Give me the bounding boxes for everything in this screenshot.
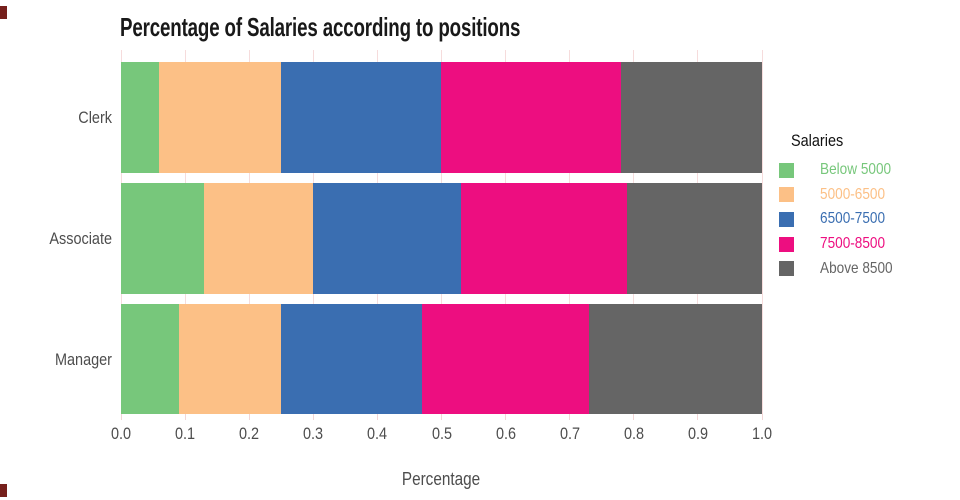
- legend-swatch: [779, 261, 794, 277]
- x-tick-label: 0.7: [559, 424, 580, 443]
- x-tick-mark: [761, 414, 763, 420]
- legend-label: Below 5000: [820, 161, 892, 179]
- y-axis-label-associate: Associate: [49, 228, 112, 248]
- bar-segment-7500-8500: [422, 304, 589, 414]
- legend-swatch: [779, 162, 794, 178]
- legend-swatch: [779, 187, 794, 203]
- x-tick-mark: [633, 414, 635, 420]
- bar-segment-above-8500: [620, 62, 762, 173]
- x-tick-label: 0.0: [110, 424, 132, 443]
- bar-segment-above-8500: [627, 183, 762, 294]
- x-tick-label: 1.0: [751, 424, 773, 443]
- bar-segment-5000-6500: [159, 62, 282, 173]
- x-tick-label: 0.8: [623, 424, 644, 443]
- bar-segment-6500-7500: [281, 304, 423, 414]
- legend-item-5000-6500: 5000-6500: [779, 183, 954, 208]
- legend-swatch: [779, 236, 794, 252]
- x-tick-mark: [505, 414, 507, 420]
- bar-manager: [121, 304, 762, 414]
- legend-title: Salaries: [791, 131, 844, 150]
- bar-segment-below-5000: [121, 183, 205, 294]
- legend-item-above-8500: Above 8500: [779, 256, 954, 281]
- x-axis-label: Percentage: [401, 469, 481, 489]
- bar-segment-below-5000: [121, 304, 179, 414]
- bar-segment-5000-6500: [204, 183, 314, 294]
- bar-segment-5000-6500: [178, 304, 282, 414]
- x-tick-mark: [120, 414, 122, 420]
- legend-item-below-5000: Below 5000: [779, 158, 954, 183]
- plot-area: [120, 50, 763, 414]
- chart-title: Percentage of Salaries according to posi…: [120, 12, 521, 42]
- y-axis-label-clerk: Clerk: [78, 107, 112, 127]
- y-axis-label-manager: Manager: [54, 349, 112, 369]
- gridline: [761, 50, 763, 414]
- x-tick-label: 0.6: [495, 424, 516, 443]
- bar-clerk: [121, 62, 762, 173]
- x-tick-mark: [697, 414, 699, 420]
- corner-mark-bottom: [0, 484, 7, 497]
- legend-label: 5000-6500: [820, 185, 886, 203]
- bar-associate: [121, 183, 762, 294]
- x-tick-label: 0.3: [303, 424, 324, 443]
- bar-segment-below-5000: [121, 62, 160, 173]
- bar-segment-6500-7500: [281, 62, 442, 173]
- x-tick-mark: [312, 414, 314, 420]
- x-tick-label: 0.4: [367, 424, 388, 443]
- x-tick-mark: [569, 414, 571, 420]
- x-tick-label: 0.1: [175, 424, 196, 443]
- x-tick-label: 0.2: [239, 424, 260, 443]
- x-tick-mark: [441, 414, 442, 420]
- legend-label: Above 8500: [820, 259, 893, 277]
- x-tick-mark: [248, 414, 250, 420]
- legend-item-6500-7500: 6500-7500: [779, 207, 954, 232]
- legend-items: Below 5000 5000-6500 6500-7500 7500-8500 Abo…: [779, 158, 954, 281]
- bar-segment-above-8500: [588, 304, 762, 414]
- legend-label: 6500-7500: [820, 210, 886, 228]
- legend-item-7500-8500: 7500-8500: [779, 232, 954, 257]
- x-tick-mark: [376, 414, 378, 420]
- x-tick-label: 0.5: [431, 424, 452, 443]
- bar-segment-6500-7500: [313, 183, 461, 294]
- bar-segment-7500-8500: [441, 62, 621, 173]
- legend-label: 7500-8500: [820, 235, 886, 253]
- legend-swatch: [779, 211, 794, 227]
- x-tick-label: 0.9: [687, 424, 708, 443]
- x-tick-mark: [184, 414, 186, 420]
- bar-segment-7500-8500: [460, 183, 628, 294]
- corner-mark-top: [0, 6, 7, 19]
